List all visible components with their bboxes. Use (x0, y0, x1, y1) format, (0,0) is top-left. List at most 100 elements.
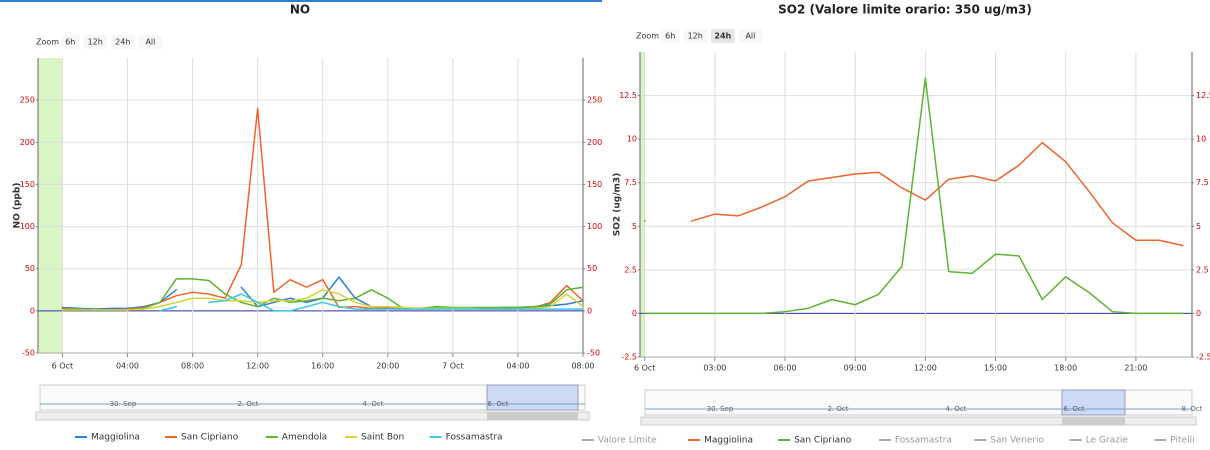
legend-label[interactable]: Pitelli (1170, 436, 1194, 446)
y-tick-label-right: 0 (1196, 309, 1201, 318)
x-tick-label: 08:00 (571, 362, 594, 371)
x-tick-label: 6 Oct (634, 364, 655, 373)
y-axis-title: SO2 (ug/m3) (613, 173, 623, 237)
zoom-button-bg (61, 35, 80, 49)
zoom-button[interactable]: 6h (665, 32, 675, 41)
x-tick-label: 18:00 (1054, 364, 1077, 373)
y-tick-label-right: 5 (1196, 222, 1201, 231)
zoom-button[interactable]: 6h (65, 38, 75, 47)
y-tick-label: 0 (30, 306, 35, 315)
legend-label[interactable]: Valore Limite (598, 436, 657, 446)
navigator-label: 2. Oct (237, 400, 258, 408)
y-tick-label: 7.5 (624, 178, 637, 187)
y-tick-label-right: 100 (587, 222, 602, 231)
navigator-label: 2. Oct (827, 405, 848, 413)
legend-label[interactable]: San Cipriano (794, 436, 852, 446)
navigator[interactable] (644, 389, 1193, 416)
zoom-button-bg (111, 35, 135, 49)
y-tick-label-right: 250 (587, 96, 602, 105)
navigator-label: 4. Oct (362, 400, 383, 408)
zoom-button[interactable]: All (745, 32, 755, 41)
scrollbar-thumb[interactable] (1062, 417, 1125, 425)
series-line (61, 278, 584, 311)
plot-band (640, 52, 645, 357)
x-tick-label: 04:00 (506, 362, 529, 371)
y-tick-label-right: 10 (1196, 135, 1206, 144)
y-tick-label: 250 (20, 96, 35, 105)
x-tick-label: 6 Oct (52, 362, 73, 371)
legend-label[interactable]: San Venerio (990, 436, 1044, 446)
zoom-button[interactable]: 24h (115, 38, 130, 47)
x-tick-label: 15:00 (984, 364, 1007, 373)
zoom-button[interactable]: All (145, 38, 155, 47)
y-tick-label-right: 150 (587, 180, 602, 189)
legend-label[interactable]: San Cipriano (181, 433, 239, 443)
legend-label[interactable]: Maggiolina (91, 433, 140, 443)
navigator-label: 30. Sep (707, 405, 734, 413)
zoom-button-bg (138, 35, 163, 49)
legend-label[interactable]: Fossamastra (895, 436, 952, 446)
series-line (159, 293, 584, 312)
y-tick-label-right: 2.5 (1196, 265, 1209, 274)
series-line (643, 141, 1184, 247)
y-tick-label: -2.5 (621, 353, 637, 362)
y-tick-label: 50 (25, 264, 35, 273)
navigator-label: 6. Oct (1063, 405, 1084, 413)
zoom-button[interactable]: 12h (88, 38, 103, 47)
legend-label[interactable]: Saint Bon (361, 433, 404, 443)
y-tick-label-right: 7.5 (1196, 178, 1209, 187)
series-line (643, 77, 1184, 315)
x-tick-label: 08:00 (181, 362, 204, 371)
zoom-button-bg (83, 35, 107, 49)
legend-label[interactable]: Maggiolina (704, 436, 753, 446)
zoom-button[interactable]: 24h (714, 32, 731, 41)
x-tick-label: 12:00 (914, 364, 937, 373)
zoom-button-bg (711, 29, 735, 43)
y-tick-label: 200 (20, 138, 35, 147)
x-tick-label: 09:00 (844, 364, 867, 373)
chart-title: NO (290, 3, 310, 17)
y-tick-label: 10 (627, 135, 637, 144)
legend-label[interactable]: Le Grazie (1086, 436, 1129, 446)
y-tick-label-right: 12.5 (1196, 91, 1210, 100)
zoom-button-bg (661, 29, 680, 43)
x-tick-label: 20:00 (376, 362, 399, 371)
zoom-label: Zoom (36, 38, 59, 47)
navigator-window[interactable] (1061, 389, 1126, 416)
navigator[interactable] (39, 384, 586, 411)
x-tick-label: 21:00 (1124, 364, 1147, 373)
navigator-label: 8. Oct (1181, 405, 1202, 413)
scrollbar-thumb[interactable] (487, 412, 578, 420)
y-tick-label: 100 (20, 222, 35, 231)
x-tick-label: 03:00 (703, 364, 726, 373)
zoom-button-bg (683, 29, 707, 43)
y-tick-label-right: -50 (587, 349, 600, 358)
x-tick-label: 04:00 (116, 362, 139, 371)
x-tick-label: 12:00 (246, 362, 269, 371)
zoom-button-bg (738, 29, 763, 43)
y-tick-label-right: 50 (587, 264, 597, 273)
y-tick-label-right: -2.5 (1196, 353, 1210, 362)
y-tick-label: 0 (632, 309, 637, 318)
y-axis-title: NO (ppb) (13, 183, 23, 229)
chart-title: SO2 (Valore limite orario: 350 ug/m3) (778, 3, 1032, 17)
x-tick-label: 06:00 (773, 364, 796, 373)
navigator-label: 6. Oct (487, 400, 508, 408)
legend-label[interactable]: Fossamastra (446, 433, 503, 443)
navigator-label: 4. Oct (945, 405, 966, 413)
y-tick-label: 2.5 (624, 265, 637, 274)
x-tick-label: 16:00 (311, 362, 334, 371)
y-tick-label-right: 0 (587, 306, 592, 315)
zoom-button[interactable]: 12h (688, 32, 703, 41)
y-tick-label: 5 (632, 222, 637, 231)
zoom-label: Zoom (636, 32, 659, 41)
scrollbar[interactable] (640, 416, 1197, 426)
y-tick-label: -50 (22, 349, 35, 358)
legend-label[interactable]: Amendola (282, 433, 327, 443)
navigator-label: 30. Sep (110, 400, 137, 408)
plot-band (38, 58, 63, 353)
navigator-window[interactable] (486, 384, 579, 411)
scrollbar[interactable] (35, 411, 590, 421)
y-tick-label: 150 (20, 180, 35, 189)
